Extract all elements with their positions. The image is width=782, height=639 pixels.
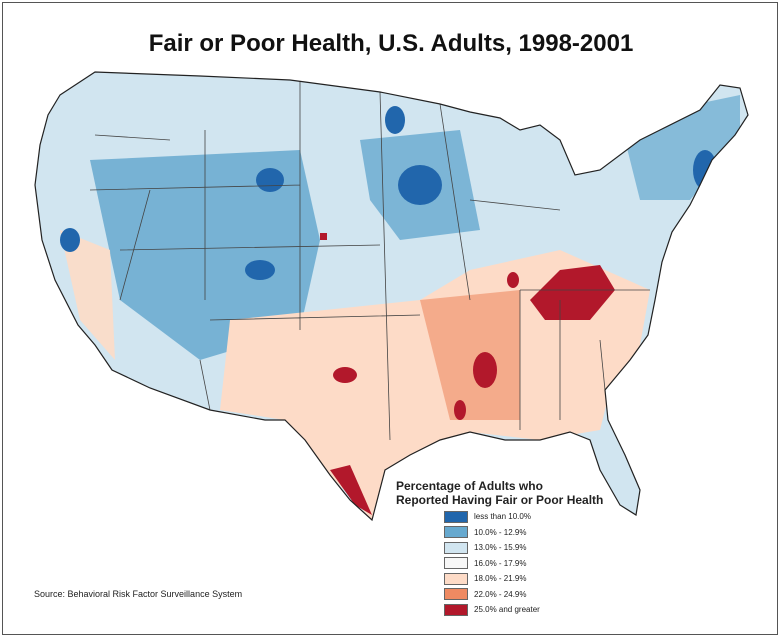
legend-title-line2: Reported Having Fair or Poor Health bbox=[396, 493, 604, 507]
legend-item: 16.0% - 17.9% bbox=[444, 556, 603, 572]
legend-swatch bbox=[444, 572, 468, 585]
legend-item: 18.0% - 21.9% bbox=[444, 571, 603, 587]
source-note: Source: Behavioral Risk Factor Surveilla… bbox=[34, 589, 243, 599]
cluster-red bbox=[333, 367, 357, 383]
cluster-red bbox=[507, 272, 519, 288]
legend-swatch bbox=[444, 510, 468, 523]
legend-swatch bbox=[444, 541, 468, 554]
legend-item: 13.0% - 15.9% bbox=[444, 540, 603, 556]
cluster-red-appalachia bbox=[530, 265, 615, 320]
cluster-red-south-texas bbox=[330, 465, 372, 515]
cluster-dark bbox=[693, 150, 717, 190]
region-northeast bbox=[620, 95, 740, 200]
legend-label: 10.0% - 12.9% bbox=[474, 527, 527, 537]
cluster-dark bbox=[398, 165, 442, 205]
cluster-red bbox=[473, 352, 497, 388]
legend-label: 16.0% - 17.9% bbox=[474, 558, 527, 568]
legend-title-line1: Percentage of Adults who bbox=[396, 479, 543, 493]
cluster-dark bbox=[245, 260, 275, 280]
us-outline bbox=[34, 71, 749, 522]
map-title: Fair or Poor Health, U.S. Adults, 1998-2… bbox=[148, 30, 634, 57]
legend-label: 13.0% - 15.9% bbox=[474, 543, 527, 553]
legend-swatch bbox=[444, 557, 468, 570]
legend-label: 22.0% - 24.9% bbox=[474, 589, 527, 599]
region-california bbox=[60, 230, 115, 360]
legend: Percentage of Adults who Reported Having… bbox=[396, 479, 603, 618]
legend-label: 18.0% - 21.9% bbox=[474, 574, 527, 584]
region-mid-south bbox=[420, 290, 520, 420]
cluster-red bbox=[320, 233, 327, 240]
cluster-red bbox=[454, 400, 466, 420]
legend-item: 22.0% - 24.9% bbox=[444, 587, 603, 603]
cluster-dark bbox=[256, 168, 284, 192]
legend-label: 25.0% and greater bbox=[474, 605, 540, 615]
legend-swatch bbox=[444, 603, 468, 616]
legend-swatch bbox=[444, 588, 468, 601]
legend-item: 25.0% and greater bbox=[444, 602, 603, 618]
cluster-dark bbox=[385, 106, 405, 134]
legend-label: less than 10.0% bbox=[474, 512, 531, 522]
cluster-dark bbox=[60, 228, 80, 252]
legend-swatch bbox=[444, 526, 468, 539]
legend-item: less than 10.0% bbox=[444, 509, 603, 525]
legend-item: 10.0% - 12.9% bbox=[444, 525, 603, 541]
state-borders bbox=[89, 80, 650, 441]
